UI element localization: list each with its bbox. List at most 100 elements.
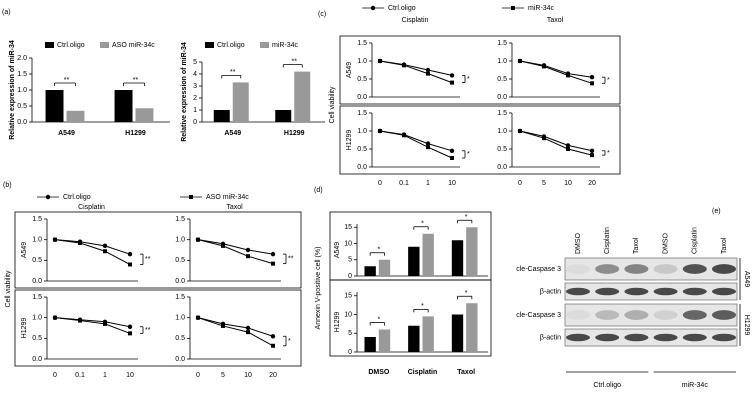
legend-swatch xyxy=(205,42,214,48)
y-tick-label: 1.5 xyxy=(357,40,367,47)
bar xyxy=(213,110,230,122)
bar xyxy=(451,314,464,352)
band xyxy=(624,264,649,274)
marker xyxy=(378,59,382,63)
row-label: cle-Caspase 3 xyxy=(516,266,561,273)
legend-swatch xyxy=(260,42,269,48)
band xyxy=(595,264,620,274)
marker xyxy=(566,147,570,151)
marker xyxy=(542,64,546,69)
row-label: A549 xyxy=(346,62,353,78)
y-tick-label: 0.0 xyxy=(175,278,185,285)
line xyxy=(197,317,274,337)
row-label: cle-Caspase 3 xyxy=(516,312,561,319)
bar xyxy=(114,90,133,122)
y-axis-label: Relative expression of miR-34 xyxy=(9,40,16,140)
line xyxy=(54,317,131,334)
y-tick-label: 5 xyxy=(348,330,352,337)
x-tick-label: 10 xyxy=(126,372,134,379)
y-tick-label: 0.0 xyxy=(175,356,185,363)
significance-label: ** xyxy=(230,69,236,76)
significance-label: * xyxy=(465,214,468,221)
marker xyxy=(78,318,82,323)
marker xyxy=(245,325,251,331)
legend-swatch xyxy=(45,42,54,48)
x-tick-label: 0 xyxy=(196,372,200,379)
marker xyxy=(425,141,431,146)
marker xyxy=(589,75,595,80)
y-tick-label: 0.0 xyxy=(357,164,367,171)
bar xyxy=(408,325,420,352)
y-tick-label: 0.5 xyxy=(497,146,507,153)
lane-label: Taxol xyxy=(721,237,728,254)
row-label: β-actin xyxy=(540,288,561,295)
legend-label: miR-34c xyxy=(528,5,555,12)
y-tick-label: 1.0 xyxy=(32,315,42,322)
band xyxy=(595,333,620,342)
y-tick-label: 15 xyxy=(344,224,352,231)
row-label: β-actin xyxy=(540,334,561,341)
marker xyxy=(127,251,133,257)
y-tick-label: 15 xyxy=(344,293,352,300)
marker xyxy=(245,247,251,253)
bar xyxy=(135,108,154,122)
marker xyxy=(449,73,455,78)
marker xyxy=(370,5,376,11)
legend-swatch xyxy=(100,42,109,48)
marker xyxy=(45,194,51,200)
blot-strip xyxy=(564,257,738,281)
band xyxy=(595,310,620,320)
y-axis-label: Annexin V-positive cell (%) xyxy=(315,247,322,330)
panel-label: (a) xyxy=(2,9,11,16)
significance-label: * xyxy=(377,247,380,254)
cell-line-label: A549 xyxy=(743,271,750,287)
y-tick-label: 5 xyxy=(348,257,352,264)
group-label: miR-34c xyxy=(682,382,709,389)
lane-label: DMSO xyxy=(575,232,582,254)
y-tick-label: 1.0 xyxy=(175,237,185,244)
bar xyxy=(408,246,420,276)
y-tick-label: 0.0 xyxy=(32,278,42,285)
x-tick-label: 1 xyxy=(426,180,430,187)
x-tick-label: 0.1 xyxy=(75,372,85,379)
column-title: Cisplatin xyxy=(78,204,105,211)
y-tick-label: 0.0 xyxy=(357,94,367,101)
y-tick-label: 0.5 xyxy=(357,146,367,153)
bar xyxy=(422,316,434,352)
bar xyxy=(422,233,434,276)
x-tick-label: A549 xyxy=(58,130,75,137)
y-tick-label: 0.0 xyxy=(32,356,42,363)
significance-label: ** xyxy=(145,327,151,334)
lane-label: Cisplatin xyxy=(604,227,611,254)
marker xyxy=(271,261,275,266)
x-tick-label: 0 xyxy=(53,372,57,379)
x-tick-label: 0 xyxy=(378,180,382,187)
marker xyxy=(590,153,594,158)
x-tick-label: 5 xyxy=(542,180,546,187)
line xyxy=(54,239,131,255)
marker xyxy=(566,73,570,78)
line xyxy=(197,239,274,265)
x-tick-label: 1 xyxy=(103,372,107,379)
line xyxy=(197,239,274,255)
marker xyxy=(426,145,430,150)
column-title: Taxol xyxy=(547,17,564,24)
y-tick-label: 1 xyxy=(193,107,197,114)
x-tick-label: DMSO xyxy=(368,369,390,376)
x-tick-label: 5 xyxy=(221,372,225,379)
band xyxy=(595,287,620,296)
y-tick-label: 1.0 xyxy=(357,128,367,135)
marker xyxy=(78,240,82,245)
significance-label: * xyxy=(377,316,380,323)
band xyxy=(624,287,649,296)
y-tick-label: 3 xyxy=(193,83,197,90)
marker xyxy=(402,133,406,138)
bar xyxy=(45,90,64,122)
legend-label: Ctrl.oligo xyxy=(63,194,91,201)
band xyxy=(653,333,678,342)
line xyxy=(519,60,593,78)
line xyxy=(519,60,593,84)
line xyxy=(519,130,593,156)
legend-label: Ctrl.oligo xyxy=(388,5,416,12)
panel-label: (e) xyxy=(712,208,721,215)
